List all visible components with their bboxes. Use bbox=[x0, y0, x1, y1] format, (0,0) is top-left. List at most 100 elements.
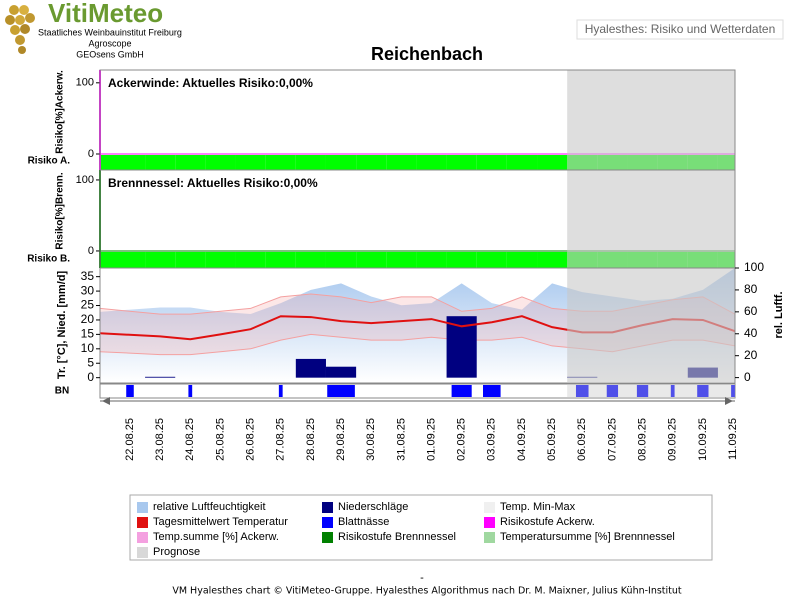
y-tick-label: 0 bbox=[88, 148, 94, 160]
risk-level bbox=[476, 251, 507, 268]
leaf-wetness bbox=[278, 385, 283, 397]
org-line: Agroscope bbox=[88, 38, 131, 48]
x-tick-label: 05.09.25 bbox=[546, 418, 558, 461]
footer-dash: - bbox=[420, 572, 424, 584]
org-line: Staatliches Weinbauinstitut Freiburg bbox=[38, 27, 182, 37]
leaf-wetness bbox=[731, 385, 735, 397]
legend-box bbox=[129, 494, 713, 561]
leaf-wetness bbox=[327, 385, 355, 397]
footer: VM Hyalesthes chart © VitiMeteo-Gruppe. … bbox=[172, 586, 682, 597]
risk-level bbox=[235, 251, 266, 268]
legend-label: relative Luftfeuchtigkeit bbox=[153, 501, 266, 513]
risk-level bbox=[175, 251, 206, 268]
x-tick-label: 26.08.25 bbox=[245, 418, 257, 461]
x-tick-label: 30.08.25 bbox=[365, 418, 377, 461]
risk-level bbox=[205, 251, 236, 268]
org-line: GEOsens GmbH bbox=[76, 49, 144, 59]
leaf-wetness bbox=[126, 385, 134, 397]
leaf-wetness bbox=[670, 385, 675, 397]
legend-swatch bbox=[137, 517, 148, 528]
risk-level bbox=[386, 154, 417, 170]
x-tick-label: 06.09.25 bbox=[576, 418, 588, 461]
leaf-wetness bbox=[636, 385, 649, 397]
risk-level bbox=[506, 154, 538, 170]
risk-level bbox=[235, 154, 266, 170]
legend-swatch bbox=[137, 532, 148, 543]
legend-swatch bbox=[484, 517, 495, 528]
legend-swatch bbox=[137, 502, 148, 513]
prognosis-overlay bbox=[567, 70, 735, 382]
risk-level bbox=[205, 154, 236, 170]
annotation: Ackerwinde: Aktuelles Risiko:0,00% bbox=[108, 76, 313, 90]
risk-level bbox=[446, 251, 477, 268]
leaf-wetness bbox=[188, 385, 193, 397]
risk-level bbox=[506, 251, 538, 268]
logo-text: VitiMeteo bbox=[48, 0, 163, 28]
risk-level bbox=[175, 154, 206, 170]
x-tick-label: 23.08.25 bbox=[154, 418, 166, 461]
leaf-wetness bbox=[451, 385, 472, 397]
y2-tick-label: 20 bbox=[744, 348, 758, 362]
risk-level bbox=[100, 251, 146, 268]
y2-tick-label: 60 bbox=[744, 304, 758, 318]
y-axis-label: Risiko[%]Ackerw. bbox=[55, 70, 66, 154]
precip-bar bbox=[145, 376, 176, 378]
y-tick-label: 35 bbox=[81, 269, 95, 283]
risk-level bbox=[446, 154, 477, 170]
x-tick-label: 24.08.25 bbox=[184, 418, 196, 461]
leaf-wetness bbox=[697, 385, 709, 397]
x-tick-label: 02.09.25 bbox=[456, 418, 468, 461]
legend-swatch bbox=[137, 547, 148, 558]
legend-swatch bbox=[484, 502, 495, 513]
risk-level bbox=[356, 251, 387, 268]
x-tick-label: 07.09.25 bbox=[606, 418, 618, 461]
risk-level bbox=[416, 154, 447, 170]
precip-bar bbox=[295, 358, 326, 378]
plot-frame bbox=[99, 267, 736, 384]
x-tick-label: 08.09.25 bbox=[636, 418, 648, 461]
risk-level bbox=[386, 251, 417, 268]
row-label: Risiko B. bbox=[27, 254, 70, 265]
row-label: Risiko A. bbox=[28, 156, 71, 167]
x-tick-label: 10.09.25 bbox=[697, 418, 709, 461]
risk-level bbox=[265, 251, 296, 268]
row-label: BN bbox=[55, 386, 69, 397]
y-tick-label: 0 bbox=[88, 245, 94, 257]
y2-tick-label: 40 bbox=[744, 326, 758, 340]
y-tick-label: 20 bbox=[81, 312, 95, 326]
y-tick-label: 25 bbox=[81, 298, 95, 312]
tab[interactable] bbox=[576, 19, 784, 40]
x-tick-label: 11.09.25 bbox=[727, 418, 739, 460]
y-tick-label: 30 bbox=[81, 283, 95, 297]
tab-label[interactable]: Hyalesthes: Risiko und Wetterdaten bbox=[585, 22, 776, 36]
leaf-wetness bbox=[575, 385, 589, 397]
legend-label: Risikostufe Brennnessel bbox=[338, 531, 456, 543]
y2-tick-label: 0 bbox=[744, 370, 751, 384]
risk-level bbox=[265, 154, 296, 170]
x-tick-label: 09.09.25 bbox=[667, 418, 679, 461]
risk-level bbox=[537, 251, 568, 268]
legend-swatch bbox=[322, 502, 333, 513]
risk-level bbox=[537, 154, 568, 170]
y-tick-label: 15 bbox=[81, 327, 95, 341]
precip-bar bbox=[325, 366, 357, 378]
legend-label: Blattnässe bbox=[338, 516, 389, 528]
y-tick-label: 100 bbox=[76, 77, 94, 89]
y2-axis-label: rel. Luftf. bbox=[773, 291, 785, 338]
risk-level bbox=[100, 154, 146, 170]
logo-grapes bbox=[5, 5, 35, 54]
risk-level bbox=[416, 251, 447, 268]
legend-label: Prognose bbox=[153, 546, 200, 558]
legend-label: Risikostufe Ackerw. bbox=[500, 516, 595, 528]
x-tick-label: 28.08.25 bbox=[305, 418, 317, 461]
y2-tick-label: 100 bbox=[744, 260, 764, 274]
prognosis-overlay bbox=[567, 384, 735, 398]
legend-label: Niederschläge bbox=[338, 501, 408, 513]
x-tick-label: 31.08.25 bbox=[395, 418, 407, 461]
leaf-wetness bbox=[483, 385, 501, 397]
y-axis-label: Risiko[%]Brenn. bbox=[55, 172, 66, 249]
risk-level bbox=[295, 154, 326, 170]
risk-level bbox=[145, 251, 176, 268]
